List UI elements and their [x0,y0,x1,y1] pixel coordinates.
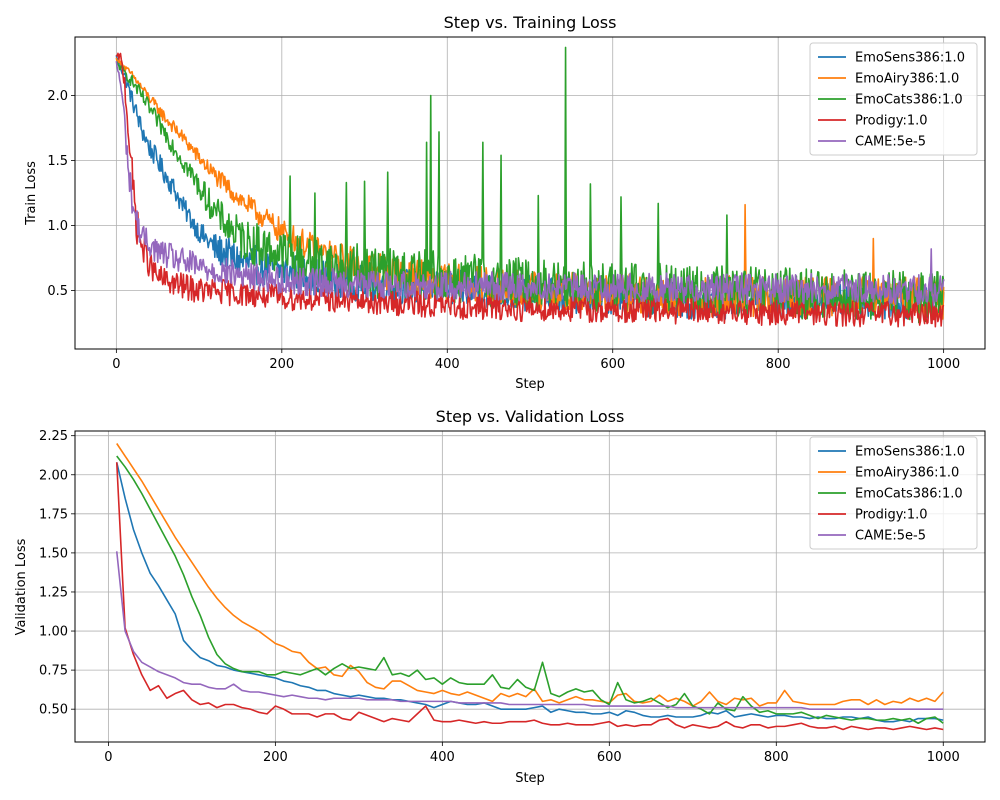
x-tick-label: 0 [112,357,120,372]
legend: EmoSens386:1.0 EmoAiry386:1.0 EmoCats386:1… [809,436,978,550]
axes-frame [74,430,986,743]
y-tick-label: 2.25 [39,429,68,444]
legend-box [809,42,978,156]
series-line-came-5e-5 [115,551,944,710]
legend-label: CAME:5e-5 [855,135,926,150]
x-tick-label: 400 [435,357,460,372]
y-tick-label: 1.5 [47,154,68,169]
x-tick-label: 0 [104,750,112,765]
series-line-prodigy-1-0 [115,462,944,731]
plot-area [115,46,945,328]
y-tick-label: 0.75 [39,664,68,679]
plot-area [115,443,944,731]
y-tick-label: 1.50 [39,546,68,561]
legend-label: EmoAiry386:1.0 [855,72,959,87]
legend-label: Prodigy:1.0 [855,114,928,129]
legend: EmoSens386:1.0 EmoAiry386:1.0 EmoCats386:1… [809,42,978,156]
legend-label: EmoSens386:1.0 [855,445,965,460]
x-tick-label: 1000 [927,750,960,765]
chart-title: Step vs. Validation Loss [436,407,625,426]
x-tick-label: 1000 [927,357,960,372]
training-loss-chart: Step vs. Training Loss 0 200 400 600 800 1000… [24,13,986,392]
y-axis-label: Validation Loss [14,538,29,635]
x-tick-label: 600 [600,357,625,372]
y-axis-label: Train Loss [24,161,39,226]
y-tick-label: 1.00 [39,625,68,640]
y-tick-label: 0.50 [39,703,68,718]
legend-label: CAME:5e-5 [855,529,926,544]
series-line-emocats386-1-0 [116,455,944,725]
axis-ticks: 0 200 400 600 800 1000 0.5 1.0 1.5 2.0 [47,89,960,372]
series-line-emoairy386-1-0 [116,443,944,707]
y-tick-label: 1.25 [39,585,68,600]
series-line-emosens386-1-0 [115,462,944,723]
y-tick-label: 1.0 [47,219,68,234]
legend-label: EmoSens386:1.0 [855,51,965,66]
legend-label: Prodigy:1.0 [855,508,928,523]
x-tick-label: 800 [764,750,789,765]
series-line-came-5e-5 [115,60,945,307]
axes-frame [74,36,986,350]
y-tick-label: 1.75 [39,507,68,522]
y-tick-label: 2.00 [39,468,68,483]
validation-loss-chart: Step vs. Validation Loss 0 200 400 600 800 10… [14,407,986,786]
legend-box [809,436,978,550]
series-line-prodigy-1-0 [115,52,945,328]
x-tick-label: 800 [766,357,791,372]
x-tick-label: 600 [597,750,622,765]
legend-label: EmoCats386:1.0 [855,93,963,108]
x-tick-label: 200 [269,357,294,372]
x-tick-label: 200 [263,750,288,765]
axis-ticks: 0 200 400 600 800 1000 0.50 0.75 1.00 1.25 1.50 1.7… [39,429,960,765]
y-tick-label: 2.0 [47,89,68,104]
x-axis-label: Step [515,377,545,392]
x-tick-label: 400 [430,750,455,765]
legend-label: EmoAiry386:1.0 [855,466,959,481]
chart-title: Step vs. Training Loss [444,13,617,32]
y-tick-label: 0.5 [47,284,68,299]
legend-label: EmoCats386:1.0 [855,487,963,502]
x-axis-label: Step [515,771,545,786]
